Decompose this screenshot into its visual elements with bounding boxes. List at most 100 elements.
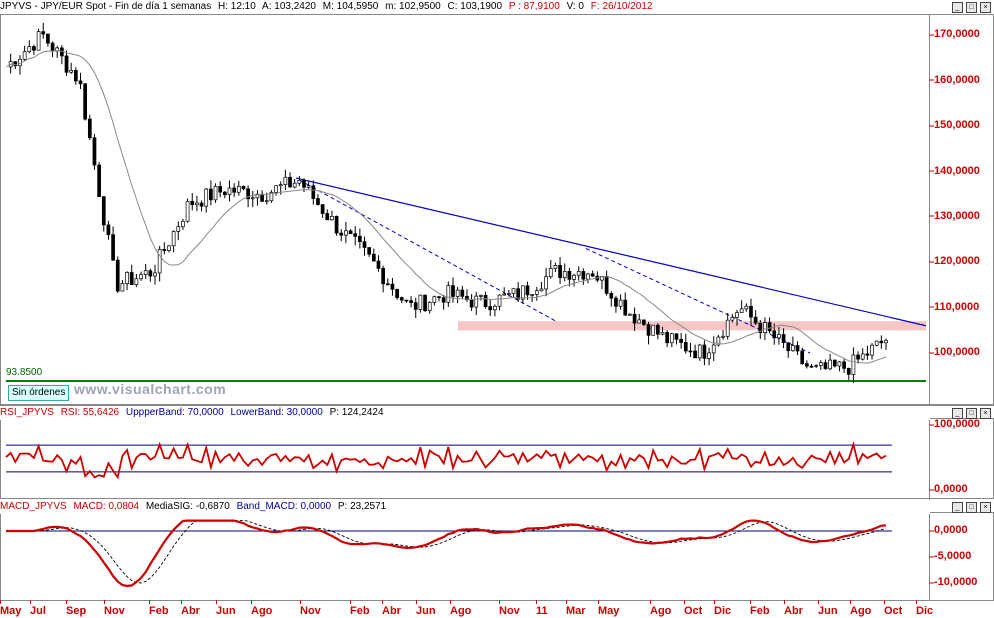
rsi-maximize-button[interactable]: □ <box>966 408 977 419</box>
candle-body <box>842 361 846 369</box>
date-label: F: 26/10/2012 <box>590 1 653 12</box>
candle-body <box>651 324 656 336</box>
candle-body <box>711 344 716 354</box>
candle-body <box>623 299 628 316</box>
candle-body <box>218 186 223 193</box>
candle-body <box>683 342 688 352</box>
candle-body <box>376 260 381 269</box>
macd-close-button[interactable]: × <box>980 502 991 513</box>
rsi-minimize-button[interactable]: _ <box>952 408 963 419</box>
candle-body <box>157 249 162 274</box>
candle-body <box>716 336 721 346</box>
x-tick-label: Dic <box>916 605 934 617</box>
rsi-y-tick: 0,0000 <box>934 483 968 495</box>
macd-maximize-button[interactable]: □ <box>966 502 977 513</box>
candle-body <box>646 324 651 336</box>
price-pane-header: JPYVS - JPY/EUR Spot - Fin de día 1 sema… <box>0 0 930 14</box>
candle-body <box>78 80 83 85</box>
candle-body <box>837 361 842 367</box>
candle-body <box>739 308 744 314</box>
candle-body <box>278 184 283 187</box>
candle-body <box>493 305 497 311</box>
candle-body <box>427 302 432 312</box>
volume-label: V: 0 <box>566 1 584 12</box>
candle-body <box>786 342 791 352</box>
x-tick-label: Ago <box>450 605 472 617</box>
macd-line <box>6 519 887 588</box>
orders-button[interactable]: Sin órdenes <box>8 385 70 401</box>
candle-body <box>525 285 530 296</box>
macd-pane-header: MACD_JPYVS MACD: 0,0804 MediaSIG: -0,687… <box>0 500 930 514</box>
candle-body <box>190 201 195 206</box>
symbol-label: JPYVS - JPY/EUR Spot - Fin de día 1 sema… <box>0 1 212 12</box>
candle-body <box>390 283 395 290</box>
candle-body <box>697 344 702 359</box>
candle-body <box>241 185 246 190</box>
candle-body <box>27 46 32 53</box>
x-tick-label: May <box>0 605 22 617</box>
candle-body <box>455 289 460 297</box>
candle-body <box>474 295 479 308</box>
candle-body <box>656 324 660 335</box>
macd-period: P: 23,2571 <box>337 501 387 512</box>
candle-body <box>101 196 106 226</box>
x-tick-label: Oct <box>684 605 703 617</box>
candle-body <box>13 61 18 67</box>
price-pane[interactable]: JPYVS - JPY/EUR Spot - Fin de día 1 sema… <box>0 0 994 405</box>
candle-body <box>772 330 777 339</box>
candle-body <box>320 204 325 214</box>
candle-body <box>250 197 255 200</box>
candle-body <box>758 322 763 333</box>
candle-body <box>283 176 288 185</box>
candle-body <box>334 215 339 234</box>
candle-body <box>153 272 157 277</box>
candle-body <box>870 344 874 356</box>
close-button[interactable]: × <box>980 2 991 13</box>
candle-body <box>572 274 576 280</box>
candle-body <box>846 368 851 375</box>
candle-body <box>730 316 735 321</box>
resistance-band <box>458 321 926 331</box>
candle-body <box>41 31 46 35</box>
x-tick-label: Oct <box>884 605 903 617</box>
candle-body <box>204 188 209 207</box>
minimize-button[interactable]: _ <box>952 2 963 13</box>
candle-body <box>232 187 236 193</box>
candle-body <box>604 275 609 294</box>
candle-body <box>46 33 50 44</box>
maximize-button[interactable]: □ <box>966 2 977 13</box>
candle-body <box>125 272 129 284</box>
candle-body <box>264 200 269 203</box>
candle-body <box>539 288 544 292</box>
candle-body <box>479 295 483 297</box>
candle-body <box>260 193 264 202</box>
low-label: m: 102,9500 <box>385 1 441 12</box>
y-tick: 120,0000 <box>934 255 980 267</box>
rsi-value: RSI: 55,6426 <box>60 407 120 418</box>
high-label: M: 104,5950 <box>322 1 379 12</box>
candle-body <box>413 302 418 310</box>
candle-body <box>432 296 437 303</box>
candle-body <box>441 297 446 303</box>
candle-body <box>544 276 548 290</box>
x-tick-label: Ago <box>650 605 672 617</box>
candle-body <box>814 365 819 367</box>
candle-body <box>534 290 539 295</box>
candle-body <box>297 180 302 184</box>
rsi-line <box>5 440 887 480</box>
candle-body <box>358 235 362 243</box>
candle-body <box>618 299 623 307</box>
candle-body <box>497 294 502 307</box>
candle-body <box>688 350 693 353</box>
candle-body <box>339 232 344 236</box>
candle-body <box>106 224 111 236</box>
rsi-close-button[interactable]: × <box>980 408 991 419</box>
candle-body <box>213 186 218 201</box>
candle-body <box>222 191 227 196</box>
trendline-dashed <box>299 179 557 322</box>
rsi-y-tick: 100,0000 <box>934 418 980 430</box>
candle-body <box>660 332 665 335</box>
candle-body <box>721 335 725 338</box>
macd-minimize-button[interactable]: _ <box>952 502 963 513</box>
macd-y-tick: 0,0000 <box>934 524 968 536</box>
